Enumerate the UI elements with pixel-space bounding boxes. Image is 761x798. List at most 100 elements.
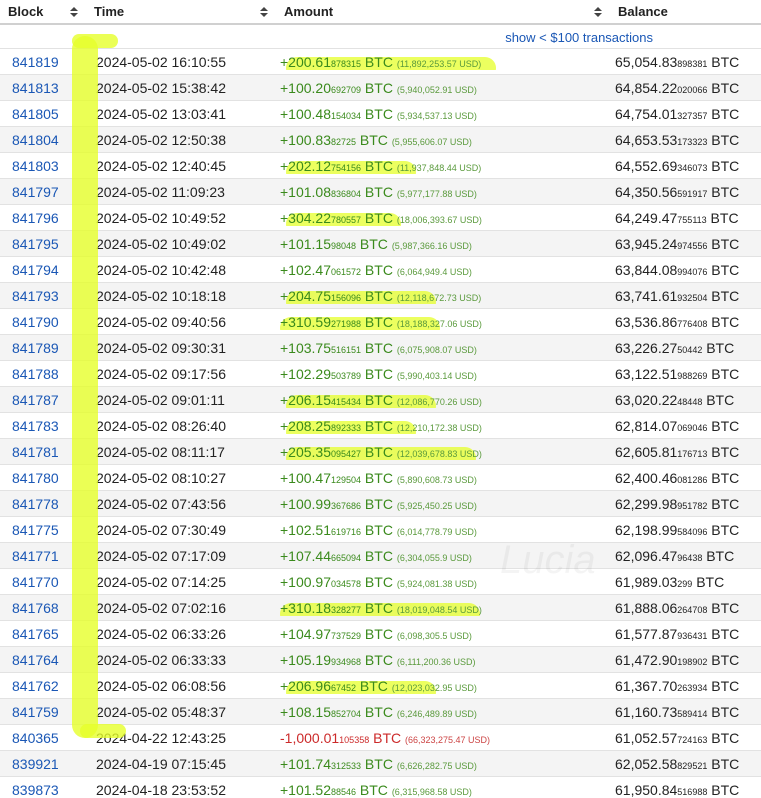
balance-cell: 62,400.46081286 BTC [615,469,740,486]
amount-value: +108.15852704 BTC (6,246,489.89 USD) [280,703,477,720]
amount-cell: +205.35095427 BTC (12,039,678.83 USD) [276,444,610,460]
block-link[interactable]: 841803 [12,157,59,174]
sort-arrows-icon[interactable] [70,7,78,18]
amount-value: +310.18328277 BTC (18,019,048.54 USD) [280,599,482,616]
block-link[interactable]: 840365 [12,729,59,746]
block-cell: 841790 [0,314,86,330]
block-cell: 841805 [0,106,86,122]
block-link[interactable]: 841819 [12,53,59,70]
table-row: 841780 2024-05-02 08:10:27 +100.47129504 B… [0,465,761,491]
table-row: 841762 2024-05-02 06:08:56 +206.9667452 BT… [0,673,761,699]
block-link[interactable]: 841770 [12,573,59,590]
highlighter-bracket-top-mark [72,34,118,48]
block-link[interactable]: 841804 [12,131,59,148]
header-amount[interactable]: Amount [276,0,610,23]
block-link[interactable]: 841787 [12,391,59,408]
amount-cell: +107.44665094 BTC (6,304,055.9 USD) [276,548,610,564]
balance-cell: 63,122.51988269 BTC [615,365,740,382]
header-time[interactable]: Time [86,0,276,23]
amount-value: +107.44665094 BTC (6,304,055.9 USD) [280,547,472,564]
amount-cell: +310.18328277 BTC (18,019,048.54 USD) [276,600,610,616]
block-link[interactable]: 841796 [12,209,59,226]
sort-arrows-icon[interactable] [594,7,602,18]
balance-cell: 63,020.2248448 BTC [615,391,735,408]
highlight-mark [286,290,436,304]
block-link[interactable]: 841813 [12,79,59,96]
block-link[interactable]: 841765 [12,625,59,642]
highlight-mark [286,446,476,460]
amount-value: +100.99367686 BTC (5,925,450.25 USD) [280,495,477,512]
block-link[interactable]: 841793 [12,287,59,304]
block-link[interactable]: 841783 [12,417,59,434]
block-cell: 841771 [0,548,86,564]
block-link[interactable]: 841797 [12,183,59,200]
block-link[interactable]: 839873 [12,781,59,798]
amount-cell: +100.97034578 BTC (5,924,081.38 USD) [276,574,610,590]
block-link[interactable]: 841775 [12,521,59,538]
block-link[interactable]: 841790 [12,313,59,330]
block-link[interactable]: 841771 [12,547,59,564]
balance-cell: 61,989.03299 BTC [615,573,725,590]
amount-value: +208.25892333 BTC (12,210,172.38 USD) [280,417,482,434]
block-link[interactable]: 841789 [12,339,59,356]
amount-value: +105.19934968 BTC (6,111,200.36 USD) [280,651,476,668]
time-cell: 2024-05-02 10:18:18 [96,287,226,304]
balance-cell: 62,096.4796438 BTC [615,547,735,564]
balance-cell: 62,605.81176713 BTC [615,443,740,460]
highlight-mark [280,316,440,330]
header-balance[interactable]: Balance [618,4,668,19]
time-cell: 2024-05-02 08:11:17 [96,443,225,460]
block-cell: 841764 [0,652,86,668]
block-cell: 841795 [0,236,86,252]
amount-cell: +100.20692709 BTC (5,940,052.91 USD) [276,80,610,96]
amount-cell: +105.19934968 BTC (6,111,200.36 USD) [276,652,610,668]
sort-arrows-icon[interactable] [260,7,268,18]
block-cell: 841788 [0,366,86,382]
amount-value: +102.51619716 BTC (6,014,778.79 USD) [280,521,477,538]
amount-value: +100.8382725 BTC (5,955,606.07 USD) [280,131,472,148]
table-row: 841781 2024-05-02 08:11:17 +205.35095427 B… [0,439,761,465]
block-cell: 841783 [0,418,86,434]
amount-cell: +206.15415434 BTC (12,086,770.26 USD) [276,392,610,408]
block-cell: 841762 [0,678,86,694]
amount-value: +100.97034578 BTC (5,924,081.38 USD) [280,573,477,590]
amount-cell: +204.75156096 BTC (12,118,672.73 USD) [276,288,610,304]
block-link[interactable]: 839921 [12,755,59,772]
block-cell: 841768 [0,600,86,616]
amount-value: +101.74312533 BTC (6,626,282.75 USD) [280,755,477,772]
block-cell: 841819 [0,54,86,70]
amount-cell: +100.8382725 BTC (5,955,606.07 USD) [276,132,610,148]
highlight-mark [286,680,436,694]
balance-cell: 64,552.69346073 BTC [615,157,740,174]
block-cell: 841770 [0,574,86,590]
amount-value: +202.12754156 BTC (11,937,848.44 USD) [280,157,482,174]
amount-value: -1,000.01105358 BTC (66,323,275.47 USD) [280,729,491,746]
amount-value: +102.29503789 BTC (5,990,403.14 USD) [280,365,477,382]
balance-cell: 61,888.06264708 BTC [615,599,740,616]
show-small-transactions-link[interactable]: show < $100 transactions [505,30,653,45]
block-cell: 841813 [0,80,86,96]
amount-cell: +101.74312533 BTC (6,626,282.75 USD) [276,756,610,772]
block-link[interactable]: 841762 [12,677,59,694]
header-block[interactable]: Block [0,0,86,23]
block-link[interactable]: 841781 [12,443,59,460]
block-link[interactable]: 841778 [12,495,59,512]
time-cell: 2024-05-02 05:48:37 [96,703,226,720]
block-link[interactable]: 841805 [12,105,59,122]
balance-cell: 61,577.87936431 BTC [615,625,740,642]
block-link[interactable]: 841759 [12,703,59,720]
block-cell: 841781 [0,444,86,460]
table-row: 841804 2024-05-02 12:50:38 +100.8382725 BT… [0,127,761,153]
block-link[interactable]: 841788 [12,365,59,382]
amount-value: +100.47129504 BTC (5,890,608.73 USD) [280,469,477,486]
block-link[interactable]: 841780 [12,469,59,486]
block-link[interactable]: 841768 [12,599,59,616]
balance-cell: 62,814.07069046 BTC [615,417,740,434]
balance-cell: 61,160.73589414 BTC [615,703,740,720]
highlight-mark [286,394,436,408]
block-link[interactable]: 841764 [12,651,59,668]
table-body: 841819 2024-05-02 16:10:55 +200.61878315 B… [0,49,761,798]
time-cell: 2024-05-02 16:10:55 [96,53,226,70]
block-link[interactable]: 841795 [12,235,59,252]
block-link[interactable]: 841794 [12,261,59,278]
